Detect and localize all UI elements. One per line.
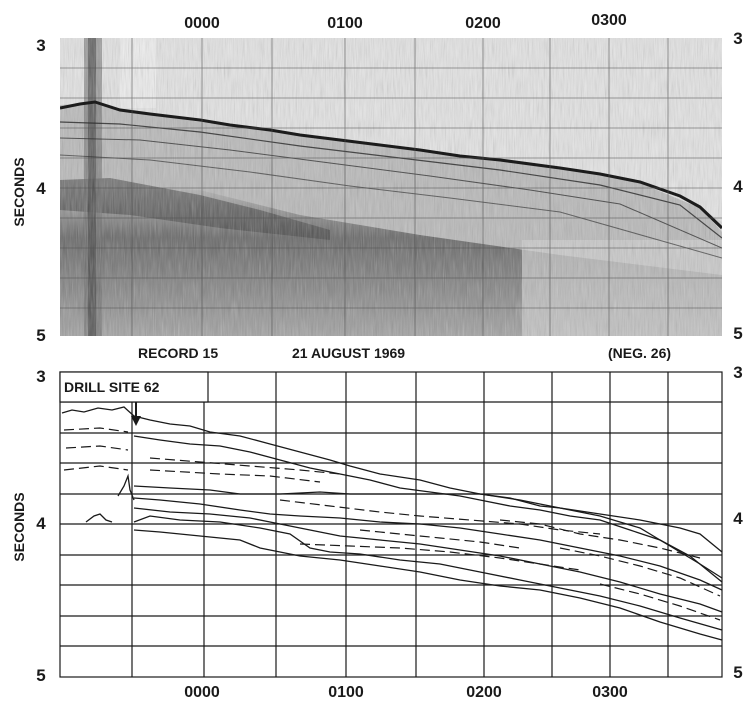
top-time-label-2: 0200 bbox=[465, 15, 501, 32]
seismic-record-image bbox=[60, 38, 722, 336]
bottom-time-label-2: 0200 bbox=[466, 684, 502, 701]
bottom-ylabel: SECONDS bbox=[11, 492, 27, 561]
bottom-time-label-1: 0100 bbox=[328, 684, 364, 701]
drill-site-arrow bbox=[131, 402, 141, 426]
top-right-tick-5: 5 bbox=[733, 324, 742, 343]
bottom-left-tick-4: 4 bbox=[36, 514, 46, 533]
date-caption: 21 AUGUST 1969 bbox=[292, 345, 405, 361]
top-time-label-0: 0000 bbox=[184, 15, 220, 32]
drill-site-label-box bbox=[59, 371, 209, 403]
top-ylabel: SECONDS bbox=[11, 157, 27, 226]
top-time-label-1: 0100 bbox=[327, 15, 363, 32]
interpretation-grid bbox=[59, 371, 723, 678]
bottom-right-tick-5: 5 bbox=[733, 663, 742, 682]
top-right-tick-4: 4 bbox=[733, 177, 743, 196]
dashed-reflectors bbox=[63, 427, 721, 621]
top-right-tick-3: 3 bbox=[733, 29, 742, 48]
top-left-tick-5: 5 bbox=[36, 326, 45, 345]
bottom-left-tick-3: 3 bbox=[36, 367, 45, 386]
bottom-time-label-3: 0300 bbox=[592, 684, 628, 701]
bottom-right-tick-3: 3 bbox=[733, 363, 742, 382]
drill-site-label: DRILL SITE 62 bbox=[64, 379, 160, 395]
seismic-record-panel: 0000 0100 0200 0300 3 4 5 3 4 5 SECONDS bbox=[11, 12, 743, 361]
neg-caption: (NEG. 26) bbox=[608, 345, 671, 361]
record-caption: RECORD 15 bbox=[138, 345, 218, 361]
interpretation-panel: DRILL SITE 62 bbox=[11, 363, 743, 701]
top-left-tick-3: 3 bbox=[36, 36, 45, 55]
reflector-lines bbox=[61, 406, 723, 641]
bottom-time-label-0: 0000 bbox=[184, 684, 220, 701]
bottom-left-tick-5: 5 bbox=[36, 666, 45, 685]
top-time-label-3: 0300 bbox=[591, 12, 627, 29]
bottom-right-tick-4: 4 bbox=[733, 509, 743, 528]
top-left-tick-4: 4 bbox=[36, 179, 46, 198]
